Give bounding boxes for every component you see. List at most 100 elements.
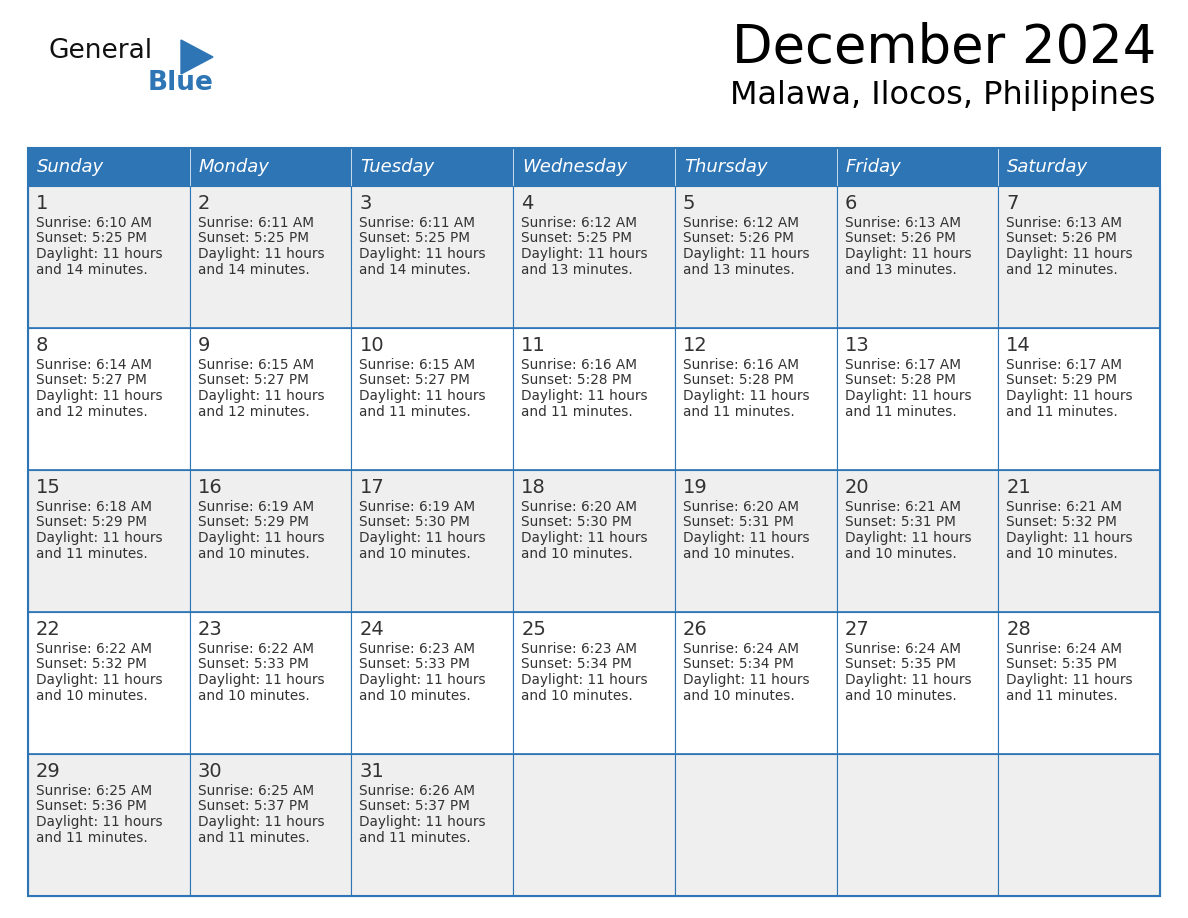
Bar [675, 754, 836, 896]
Bar [190, 470, 352, 612]
Text: Daylight: 11 hours: Daylight: 11 hours [197, 815, 324, 829]
Text: Sunrise: 6:22 AM: Sunrise: 6:22 AM [36, 642, 152, 656]
Text: and 10 minutes.: and 10 minutes. [360, 546, 472, 561]
Text: 14: 14 [1006, 336, 1031, 355]
Text: 25: 25 [522, 620, 546, 639]
Text: 19: 19 [683, 478, 708, 497]
Bar [836, 186, 998, 328]
Text: Sunrise: 6:24 AM: Sunrise: 6:24 AM [683, 642, 798, 656]
Text: Sunset: 5:29 PM: Sunset: 5:29 PM [36, 516, 147, 530]
Text: Tuesday: Tuesday [360, 158, 435, 176]
Text: Sunrise: 6:26 AM: Sunrise: 6:26 AM [360, 784, 475, 798]
Bar [190, 186, 352, 328]
Bar [29, 612, 190, 754]
Text: Sunrise: 6:15 AM: Sunrise: 6:15 AM [197, 358, 314, 372]
Text: Sunrise: 6:19 AM: Sunrise: 6:19 AM [197, 500, 314, 514]
Text: Daylight: 11 hours: Daylight: 11 hours [36, 389, 163, 403]
Bar [836, 148, 998, 186]
Text: and 11 minutes.: and 11 minutes. [1006, 405, 1118, 419]
Text: Daylight: 11 hours: Daylight: 11 hours [197, 673, 324, 687]
Bar [998, 186, 1159, 328]
Text: 24: 24 [360, 620, 384, 639]
Bar [352, 612, 513, 754]
Text: Thursday: Thursday [684, 158, 767, 176]
Text: Sunrise: 6:17 AM: Sunrise: 6:17 AM [1006, 358, 1123, 372]
Text: Daylight: 11 hours: Daylight: 11 hours [197, 247, 324, 261]
Text: 18: 18 [522, 478, 546, 497]
Text: 26: 26 [683, 620, 708, 639]
Text: Sunset: 5:37 PM: Sunset: 5:37 PM [197, 800, 309, 813]
Text: Sunset: 5:32 PM: Sunset: 5:32 PM [1006, 516, 1117, 530]
Text: and 10 minutes.: and 10 minutes. [683, 688, 795, 702]
Text: Sunrise: 6:12 AM: Sunrise: 6:12 AM [522, 216, 637, 230]
Text: Sunrise: 6:18 AM: Sunrise: 6:18 AM [36, 500, 152, 514]
Text: 27: 27 [845, 620, 870, 639]
Text: and 13 minutes.: and 13 minutes. [683, 263, 795, 276]
Text: Sunrise: 6:21 AM: Sunrise: 6:21 AM [1006, 500, 1123, 514]
Text: Saturday: Saturday [1007, 158, 1088, 176]
Text: Sunset: 5:26 PM: Sunset: 5:26 PM [1006, 231, 1117, 245]
Text: 29: 29 [36, 762, 61, 781]
Text: Daylight: 11 hours: Daylight: 11 hours [522, 247, 647, 261]
Bar [513, 754, 675, 896]
Text: Sunrise: 6:25 AM: Sunrise: 6:25 AM [36, 784, 152, 798]
Text: and 11 minutes.: and 11 minutes. [522, 405, 633, 419]
Text: Friday: Friday [846, 158, 902, 176]
Bar [190, 754, 352, 896]
Text: Sunrise: 6:17 AM: Sunrise: 6:17 AM [845, 358, 961, 372]
Text: Malawa, Ilocos, Philippines: Malawa, Ilocos, Philippines [731, 80, 1156, 111]
Bar [29, 148, 1159, 896]
Text: Daylight: 11 hours: Daylight: 11 hours [845, 247, 972, 261]
Text: Sunset: 5:34 PM: Sunset: 5:34 PM [522, 657, 632, 671]
Text: Daylight: 11 hours: Daylight: 11 hours [522, 389, 647, 403]
Bar [998, 754, 1159, 896]
Text: Sunrise: 6:20 AM: Sunrise: 6:20 AM [683, 500, 798, 514]
Text: Sunday: Sunday [37, 158, 105, 176]
Text: and 14 minutes.: and 14 minutes. [197, 263, 309, 276]
Bar [190, 148, 352, 186]
Bar [352, 470, 513, 612]
Bar [675, 148, 836, 186]
Text: Sunrise: 6:20 AM: Sunrise: 6:20 AM [522, 500, 637, 514]
Text: 9: 9 [197, 336, 210, 355]
Text: and 11 minutes.: and 11 minutes. [845, 405, 956, 419]
Text: 8: 8 [36, 336, 49, 355]
Text: Sunset: 5:37 PM: Sunset: 5:37 PM [360, 800, 470, 813]
Bar [998, 328, 1159, 470]
Text: 22: 22 [36, 620, 61, 639]
Text: Daylight: 11 hours: Daylight: 11 hours [36, 247, 163, 261]
Text: Sunset: 5:28 PM: Sunset: 5:28 PM [683, 374, 794, 387]
Text: and 10 minutes.: and 10 minutes. [845, 546, 956, 561]
Text: and 13 minutes.: and 13 minutes. [522, 263, 633, 276]
Text: and 10 minutes.: and 10 minutes. [845, 688, 956, 702]
Text: and 10 minutes.: and 10 minutes. [683, 546, 795, 561]
Bar [998, 470, 1159, 612]
Bar [513, 148, 675, 186]
Text: and 12 minutes.: and 12 minutes. [1006, 263, 1118, 276]
Text: Sunrise: 6:23 AM: Sunrise: 6:23 AM [522, 642, 637, 656]
Bar [352, 148, 513, 186]
Text: Sunrise: 6:13 AM: Sunrise: 6:13 AM [1006, 216, 1123, 230]
Text: 23: 23 [197, 620, 222, 639]
Text: and 13 minutes.: and 13 minutes. [845, 263, 956, 276]
Text: Sunrise: 6:16 AM: Sunrise: 6:16 AM [522, 358, 637, 372]
Text: 17: 17 [360, 478, 384, 497]
Text: 30: 30 [197, 762, 222, 781]
Text: 7: 7 [1006, 194, 1018, 213]
Bar [998, 148, 1159, 186]
Text: and 12 minutes.: and 12 minutes. [197, 405, 309, 419]
Text: and 10 minutes.: and 10 minutes. [36, 688, 147, 702]
Text: 11: 11 [522, 336, 546, 355]
Text: December 2024: December 2024 [732, 22, 1156, 74]
Text: and 11 minutes.: and 11 minutes. [1006, 688, 1118, 702]
Text: Daylight: 11 hours: Daylight: 11 hours [36, 531, 163, 545]
Text: Sunset: 5:26 PM: Sunset: 5:26 PM [683, 231, 794, 245]
Bar [29, 470, 190, 612]
Text: Sunset: 5:31 PM: Sunset: 5:31 PM [845, 516, 955, 530]
Text: Daylight: 11 hours: Daylight: 11 hours [522, 531, 647, 545]
Text: and 10 minutes.: and 10 minutes. [522, 546, 633, 561]
Text: and 10 minutes.: and 10 minutes. [522, 688, 633, 702]
Text: Daylight: 11 hours: Daylight: 11 hours [197, 389, 324, 403]
Text: 21: 21 [1006, 478, 1031, 497]
Text: 20: 20 [845, 478, 870, 497]
